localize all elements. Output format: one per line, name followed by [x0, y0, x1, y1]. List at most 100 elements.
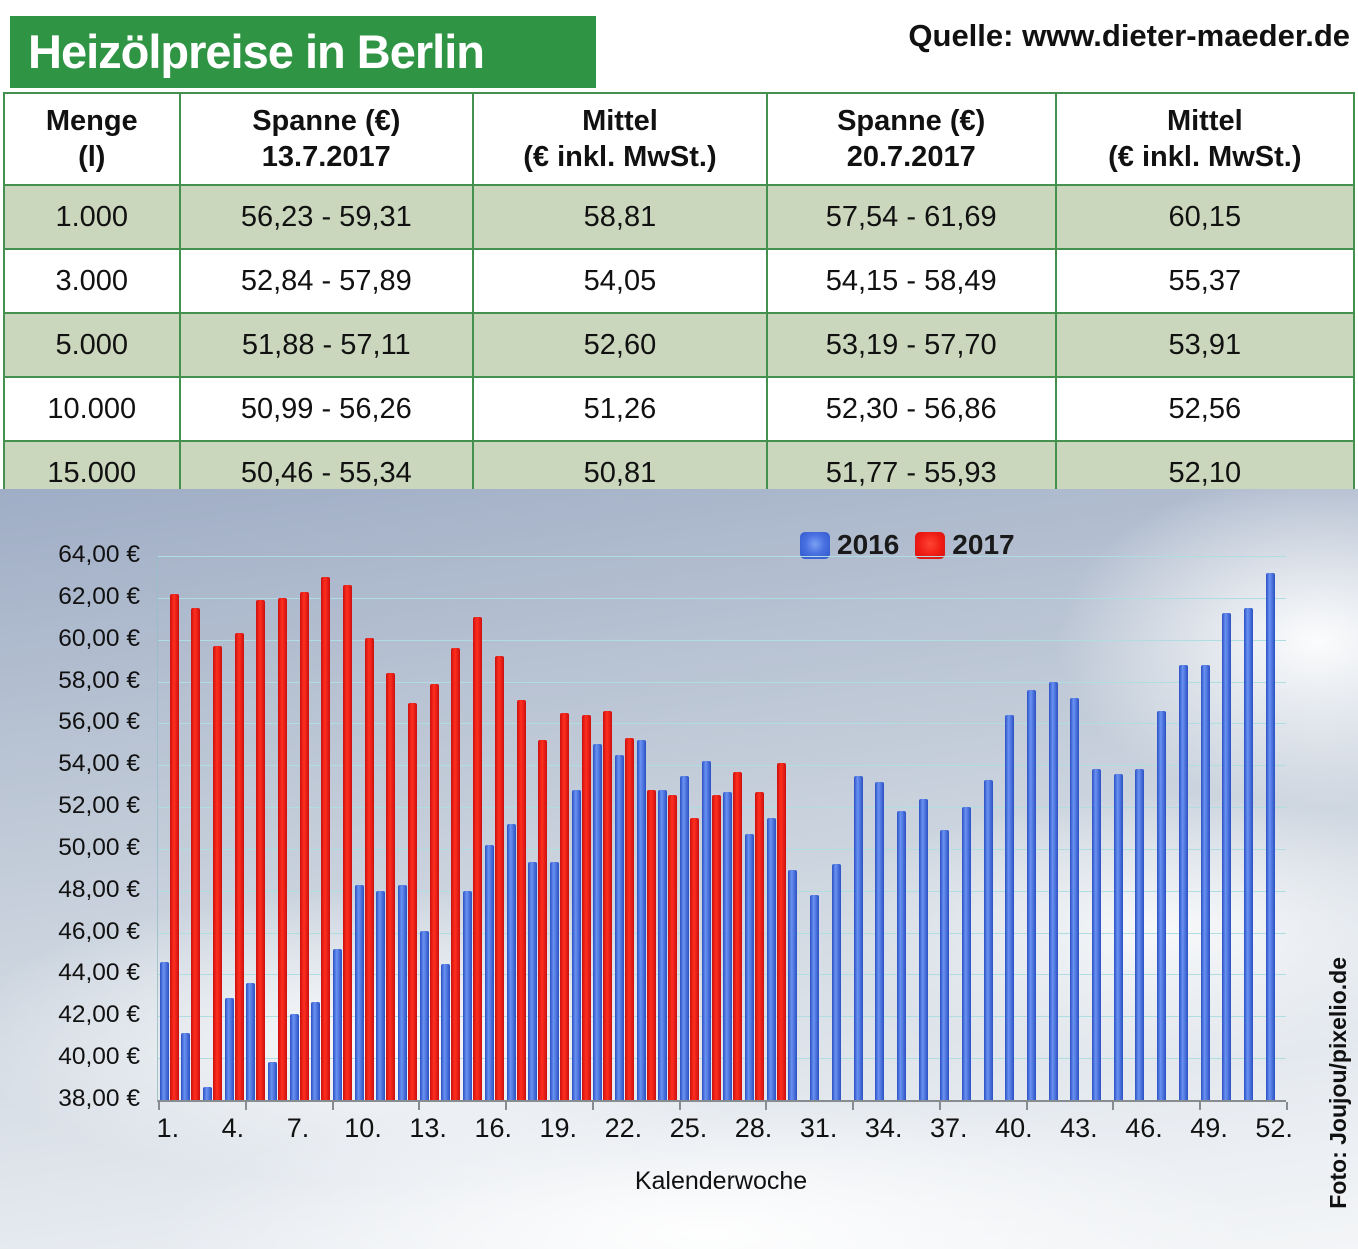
week-group — [830, 556, 852, 1100]
legend-item-2016: 2016 — [800, 529, 899, 561]
table-cell: 52,60 — [472, 312, 768, 378]
week-group — [1242, 556, 1264, 1100]
week-group — [939, 556, 961, 1100]
table-cell: 53,19 - 57,70 — [765, 312, 1057, 378]
week-group — [332, 556, 354, 1100]
axis-tick — [331, 1102, 334, 1110]
x-axis-label: 34. — [864, 1113, 903, 1143]
bar-series — [158, 556, 1286, 1100]
bar-2016 — [1027, 689, 1036, 1100]
bar-2016 — [549, 861, 559, 1100]
col-header-spanne-2: Spanne (€) 20.7.2017 — [765, 92, 1057, 186]
gridline — [158, 1016, 1286, 1018]
bar-2017 — [690, 817, 699, 1100]
bar-2017 — [776, 763, 786, 1100]
bar-2017 — [429, 683, 439, 1100]
bar-2017 — [646, 790, 656, 1100]
legend-swatch-2016-icon — [800, 531, 830, 559]
week-group — [462, 556, 484, 1100]
week-group — [874, 556, 896, 1100]
price-chart: 2016 2017 64,00 € 62,00 € 60,00 € 58,00 € 56… — [0, 489, 1358, 1249]
bar-2017 — [624, 738, 634, 1100]
gridline — [158, 1058, 1286, 1060]
bar-2017 — [212, 646, 222, 1100]
x-axis-label: 40. — [995, 1113, 1033, 1143]
bar-2017 — [451, 648, 461, 1100]
week-group — [1004, 556, 1026, 1100]
axis-tick — [591, 1102, 594, 1110]
bar-2016 — [853, 775, 863, 1100]
y-axis-label: 62,00 € — [58, 582, 140, 610]
x-axis-label: 28. — [734, 1113, 773, 1143]
y-axis-label: 44,00 € — [58, 959, 140, 987]
week-group — [787, 556, 809, 1100]
table-cell: 53,91 — [1054, 312, 1356, 378]
bar-2016 — [1157, 710, 1167, 1100]
y-axis-label: 64,00 € — [58, 541, 140, 568]
table-cell: 60,15 — [1054, 184, 1356, 250]
week-group — [353, 556, 375, 1100]
gridline — [158, 597, 1286, 599]
bar-2017 — [364, 637, 374, 1100]
bar-2016 — [614, 754, 624, 1100]
bar-2016 — [484, 844, 494, 1100]
x-axis-title: Kalenderwoche — [634, 1167, 808, 1195]
gridline — [158, 974, 1286, 976]
y-axis-label: 42,00 € — [58, 1001, 140, 1029]
bar-2016 — [463, 890, 473, 1100]
bar-2017 — [538, 740, 548, 1100]
gridline — [158, 556, 1286, 557]
week-group — [310, 556, 332, 1100]
week-group — [1047, 556, 1069, 1100]
bar-2016 — [788, 869, 798, 1100]
week-group — [158, 556, 180, 1100]
bar-2016 — [723, 792, 733, 1100]
bar-2016 — [593, 744, 603, 1100]
week-group — [635, 556, 657, 1100]
price-table-header: Menge (l) Spanne (€) 13.7.2017 Mittel (€ in… — [3, 92, 1356, 186]
week-group — [960, 556, 982, 1100]
bar-2017 — [343, 585, 352, 1100]
table-cell: 50,99 - 56,26 — [178, 376, 475, 442]
table-cell: 10.000 — [3, 376, 181, 442]
week-group — [397, 556, 419, 1100]
axis-tick — [852, 1102, 855, 1110]
x-axis-label: 43. — [1060, 1113, 1098, 1143]
y-axis-label: 54,00 € — [58, 750, 140, 778]
gridline — [158, 723, 1286, 725]
week-group — [852, 556, 874, 1100]
x-axis-label: 22. — [604, 1113, 643, 1143]
x-axis-label: 52. — [1255, 1113, 1293, 1143]
week-group — [613, 556, 635, 1100]
bar-2017 — [277, 597, 287, 1100]
bar-2016 — [419, 930, 429, 1100]
week-group — [1199, 556, 1221, 1100]
gridline — [158, 807, 1286, 809]
week-group — [744, 556, 766, 1100]
week-group — [895, 556, 917, 1100]
bar-2016 — [961, 807, 971, 1100]
chart-legend: 2016 2017 — [800, 529, 1015, 561]
col-header-spanne-1: Spanne (€) 13.7.2017 — [178, 92, 475, 186]
bar-2016 — [1243, 608, 1253, 1100]
bar-2016 — [1005, 715, 1015, 1100]
bar-2016 — [398, 884, 408, 1100]
week-group — [1177, 556, 1199, 1100]
bar-2016 — [766, 817, 776, 1100]
week-group — [288, 556, 310, 1100]
y-axis-label: 46,00 € — [58, 917, 140, 945]
axis-tick — [678, 1102, 681, 1110]
y-axis-label: 56,00 € — [58, 708, 140, 736]
axis-tick — [1025, 1102, 1028, 1110]
bar-2016 — [1048, 681, 1058, 1100]
bar-2016 — [875, 782, 885, 1100]
gridline — [158, 639, 1286, 641]
table-cell: 51,88 - 57,11 — [178, 312, 475, 378]
week-group — [201, 556, 223, 1100]
week-group — [483, 556, 505, 1100]
x-axis-label: 37. — [929, 1113, 968, 1143]
axis-tick — [244, 1102, 247, 1110]
week-group — [982, 556, 1004, 1100]
bar-2016 — [181, 1033, 191, 1100]
bar-2016 — [810, 895, 820, 1100]
